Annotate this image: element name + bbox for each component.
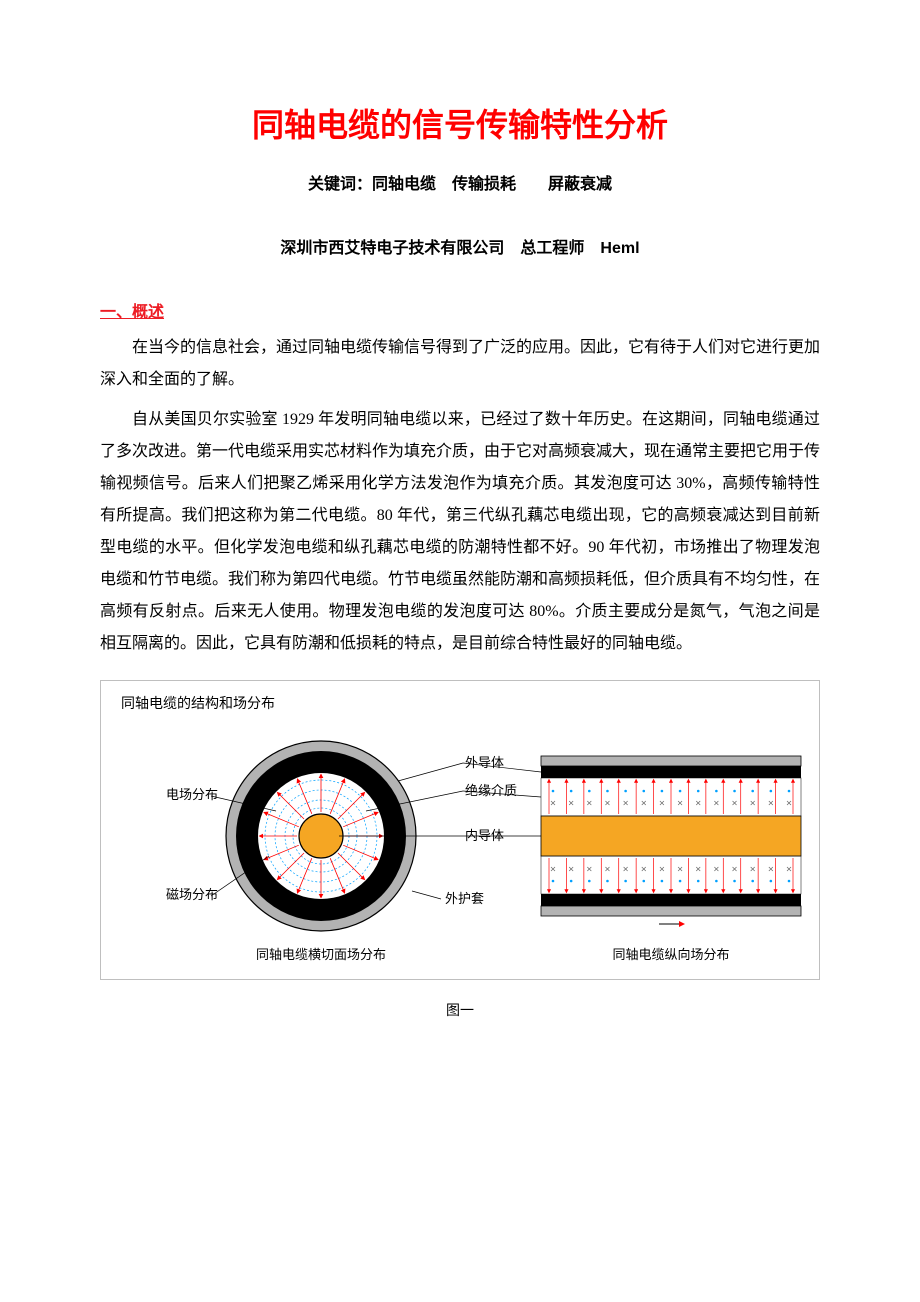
keywords-line: 关键词：同轴电缆 传输损耗 屏蔽衰减 xyxy=(100,170,820,194)
svg-text:外护套: 外护套 xyxy=(445,891,484,906)
svg-text:内导体: 内导体 xyxy=(465,828,504,843)
document-title: 同轴电缆的信号传输特性分析 xyxy=(100,100,820,146)
svg-text:同轴电缆横切面场分布: 同轴电缆横切面场分布 xyxy=(256,947,386,962)
svg-text:磁场分布: 磁场分布 xyxy=(166,887,218,902)
figure-inner-title: 同轴电缆的结构和场分布 xyxy=(121,693,275,713)
svg-text:外导体: 外导体 xyxy=(465,755,504,770)
svg-text:电场分布: 电场分布 xyxy=(166,787,218,802)
paragraph-1: 在当今的信息社会，通过同轴电缆传输信号得到了广泛的应用。因此，它有待于人们对它进… xyxy=(100,332,820,396)
svg-text:同轴电缆纵向场分布: 同轴电缆纵向场分布 xyxy=(612,947,729,962)
figure-1-caption: 图一 xyxy=(100,1000,820,1020)
paragraph-2: 自从美国贝尔实验室 1929 年发明同轴电缆以来，已经过了数十年历史。在这期间，… xyxy=(100,404,820,660)
author-line: 深圳市西艾特电子技术有限公司 总工程师 Heml xyxy=(100,234,820,258)
svg-text:绝缘介质: 绝缘介质 xyxy=(465,783,517,798)
coax-diagram-svg: 外导体绝缘介质内导体外护套 电场分布磁场分布同轴电缆横切面场分布 同轴电缆纵向场分布 xyxy=(101,681,821,981)
section-1-heading: 一、概述 xyxy=(100,298,820,322)
figure-1: 同轴电缆的结构和场分布 外导体绝缘介质内导体外护套 电场分布磁场分布同轴电缆横切面… xyxy=(100,680,820,980)
